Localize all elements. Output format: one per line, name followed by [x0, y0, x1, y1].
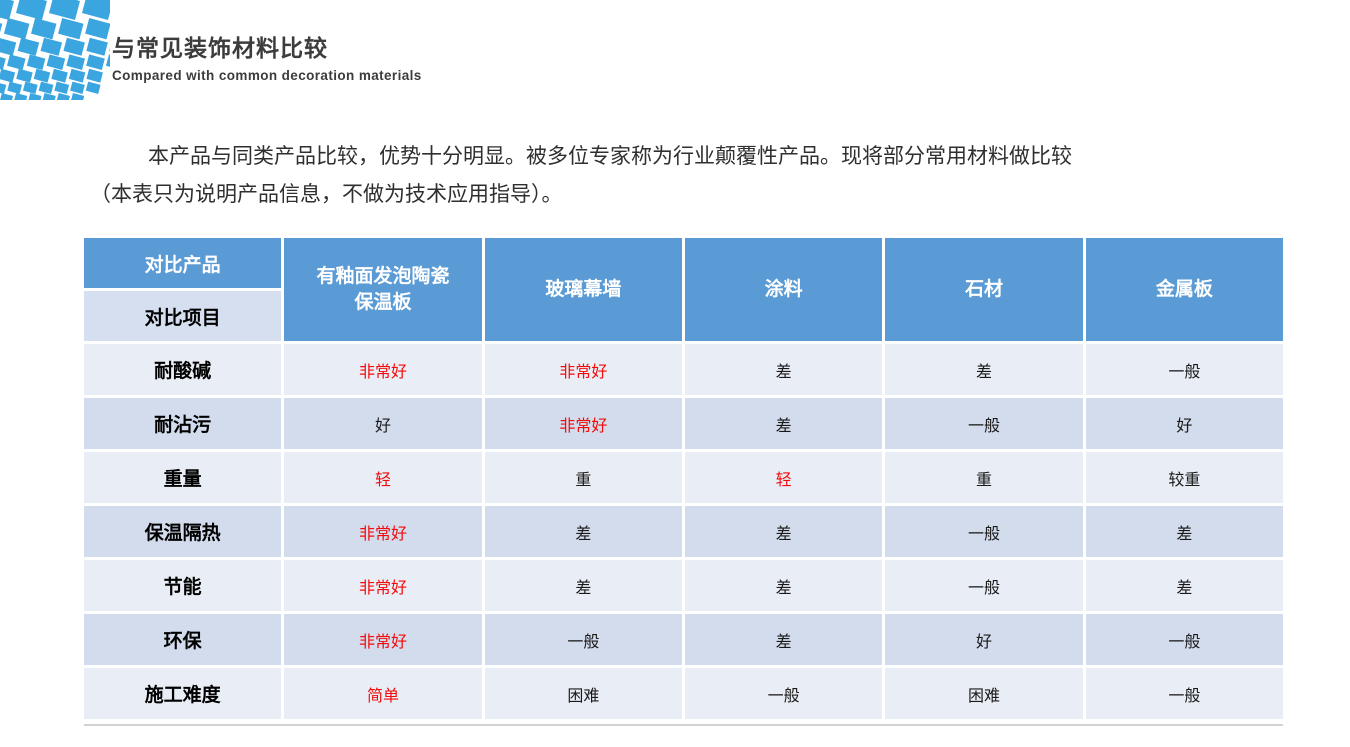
table-cell: 一般	[1085, 344, 1283, 395]
intro-line-2: （本表只为说明产品信息，不做为技术应用指导）。	[90, 183, 563, 206]
table-row: 重量 轻 重 轻 重 较重	[84, 452, 1283, 503]
table-cell: 好	[1085, 398, 1283, 449]
table-cell: 差	[684, 398, 883, 449]
table-row: 节能 非常好 差 差 一般 差	[84, 560, 1283, 611]
table-cell: 差	[484, 560, 682, 611]
table-row: 施工难度 简单 困难 一般 困难 一般	[84, 668, 1283, 719]
section-heading: 与常见装饰材料比较 Compared with common decoratio…	[112, 34, 422, 83]
column-header-stone: 石材	[885, 238, 1083, 341]
table-cell: 一般	[885, 560, 1083, 611]
corner-header-items: 对比项目	[84, 291, 282, 341]
table-cell: 差	[684, 614, 883, 665]
table-cell: 一般	[885, 398, 1083, 449]
table-cell: 较重	[1085, 452, 1283, 503]
row-label: 重量	[84, 452, 282, 503]
column-header-metal-panel: 金属板	[1085, 238, 1283, 341]
table-cell: 重	[885, 452, 1083, 503]
table-bottom-divider	[84, 724, 1283, 726]
table-cell: 简单	[284, 668, 482, 719]
table-cell: 好	[885, 614, 1083, 665]
comparison-table: 对比产品 有釉面发泡陶瓷 保温板 玻璃幕墙 涂料 石材 金属板 对比项目 耐酸碱…	[81, 235, 1286, 722]
table-cell: 非常好	[284, 560, 482, 611]
table-cell: 非常好	[284, 344, 482, 395]
column-header-glass-curtain-wall: 玻璃幕墙	[484, 238, 682, 341]
table-cell: 差	[684, 560, 883, 611]
table-cell: 困难	[885, 668, 1083, 719]
table-row: 耐沾污 好 非常好 差 一般 好	[84, 398, 1283, 449]
table-cell: 差	[484, 506, 682, 557]
table-cell: 非常好	[484, 344, 682, 395]
table-cell: 非常好	[484, 398, 682, 449]
row-label: 节能	[84, 560, 282, 611]
page-subtitle: Compared with common decoration material…	[112, 68, 422, 83]
row-label: 环保	[84, 614, 282, 665]
table-row: 保温隔热 非常好 差 差 一般 差	[84, 506, 1283, 557]
table-cell: 轻	[284, 452, 482, 503]
row-label: 施工难度	[84, 668, 282, 719]
logo	[0, 0, 146, 105]
tile-grid-icon	[0, 0, 146, 105]
table-cell: 一般	[1085, 614, 1283, 665]
intro-line-1: 本产品与同类产品比较，优势十分明显。被多位专家称为行业颠覆性产品。现将部分常用材…	[148, 145, 1072, 168]
table-cell: 差	[684, 344, 883, 395]
table-cell: 非常好	[284, 506, 482, 557]
table-cell: 一般	[1085, 668, 1283, 719]
column-header-ceramic-board: 有釉面发泡陶瓷 保温板	[284, 238, 482, 341]
table-row: 环保 非常好 一般 差 好 一般	[84, 614, 1283, 665]
table-cell: 一般	[684, 668, 883, 719]
column-header-coating: 涂料	[684, 238, 883, 341]
table-cell: 差	[1085, 560, 1283, 611]
table-cell: 一般	[484, 614, 682, 665]
table-row: 耐酸碱 非常好 非常好 差 差 一般	[84, 344, 1283, 395]
table-cell: 重	[484, 452, 682, 503]
table-cell: 一般	[885, 506, 1083, 557]
page-title: 与常见装饰材料比较	[112, 35, 328, 61]
table-cell: 困难	[484, 668, 682, 719]
row-label: 耐酸碱	[84, 344, 282, 395]
row-label: 保温隔热	[84, 506, 282, 557]
corner-header-products: 对比产品	[84, 238, 282, 288]
intro-paragraph: 本产品与同类产品比较，优势十分明显。被多位专家称为行业颠覆性产品。现将部分常用材…	[90, 138, 1270, 214]
table-cell: 好	[284, 398, 482, 449]
table-cell: 差	[684, 506, 883, 557]
table-cell: 差	[1085, 506, 1283, 557]
comparison-table-wrapper: 对比产品 有釉面发泡陶瓷 保温板 玻璃幕墙 涂料 石材 金属板 对比项目 耐酸碱…	[81, 235, 1286, 722]
table-cell: 差	[885, 344, 1083, 395]
row-label: 耐沾污	[84, 398, 282, 449]
table-cell: 非常好	[284, 614, 482, 665]
table-cell: 轻	[684, 452, 883, 503]
